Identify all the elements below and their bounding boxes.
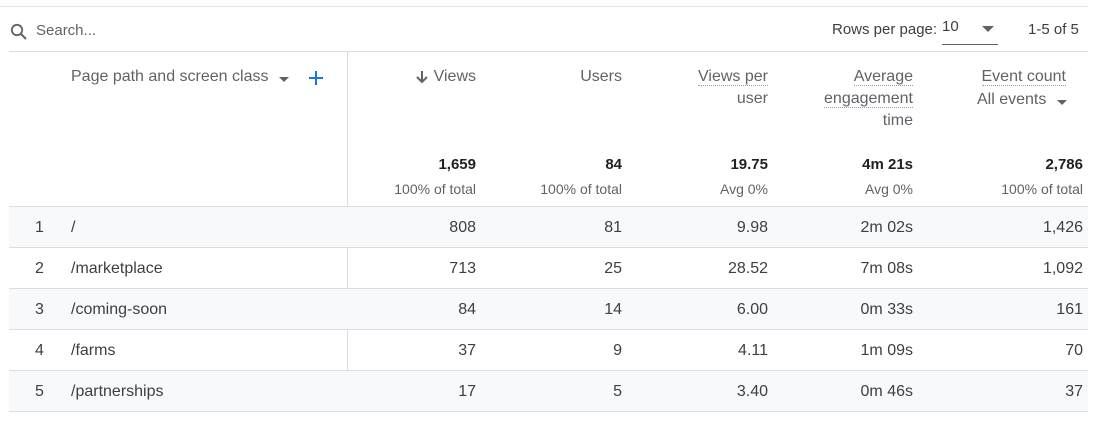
views-cell: 713 bbox=[449, 260, 476, 277]
engagement-column-header[interactable]: Average engagement time bbox=[789, 66, 913, 132]
views-per-user-cell: 6.00 bbox=[736, 301, 768, 318]
page-path: /partnerships bbox=[71, 383, 164, 400]
engagement-total-value: 4m 21s bbox=[862, 156, 913, 173]
table-row[interactable]: 1 / 808 81 9.98 2m 02s 1,426 bbox=[9, 207, 1088, 248]
users-column-header[interactable]: Users bbox=[522, 66, 622, 88]
views-per-user-cell: 28.52 bbox=[727, 260, 768, 277]
engagement-cell: 1m 09s bbox=[860, 342, 913, 359]
event-count-total-sub: 100% of total bbox=[1001, 181, 1083, 197]
views-per-user-header-line2: user bbox=[736, 90, 768, 107]
rows-per-page-select[interactable]: 10 bbox=[942, 17, 998, 45]
users-total: 84 100% of total bbox=[482, 156, 622, 197]
event-filter-value: All events bbox=[977, 91, 1047, 108]
rows-per-page-value: 10 bbox=[942, 18, 959, 35]
engagement-cell: 0m 33s bbox=[860, 301, 913, 318]
chevron-down-icon bbox=[1057, 100, 1067, 105]
search-icon bbox=[10, 23, 27, 40]
row-index: 3 bbox=[35, 301, 44, 318]
event-count-cell: 37 bbox=[1065, 383, 1083, 400]
chevron-down-icon bbox=[982, 26, 994, 32]
row-index: 2 bbox=[35, 260, 44, 277]
views-cell: 37 bbox=[458, 342, 476, 359]
users-cell: 25 bbox=[604, 260, 622, 277]
page-path: /marketplace bbox=[71, 260, 163, 277]
views-total: 1,659 100% of total bbox=[336, 156, 476, 197]
event-count-cell: 1,092 bbox=[1042, 260, 1083, 277]
engagement-header-line2: engagement bbox=[824, 90, 913, 108]
engagement-total-sub: Avg 0% bbox=[865, 181, 913, 197]
views-cell: 808 bbox=[449, 219, 476, 236]
event-filter-select[interactable]: All events bbox=[975, 90, 1075, 114]
views-total-sub: 100% of total bbox=[394, 181, 476, 197]
event-count-cell: 161 bbox=[1056, 301, 1083, 318]
engagement-cell: 2m 02s bbox=[860, 219, 913, 236]
engagement-header-line1: Average bbox=[853, 68, 913, 86]
table-row[interactable]: 3 /coming-soon 84 14 6.00 0m 33s 161 bbox=[9, 289, 1088, 330]
engagement-cell: 0m 46s bbox=[860, 383, 913, 400]
table-row[interactable]: 5 /partnerships 17 5 3.40 0m 46s 37 bbox=[9, 371, 1088, 412]
event-count-total: 2,786 100% of total bbox=[943, 156, 1083, 197]
users-cell: 81 bbox=[604, 219, 622, 236]
event-count-cell: 70 bbox=[1065, 342, 1083, 359]
views-per-user-cell: 9.98 bbox=[736, 219, 768, 236]
engagement-header-line3: time bbox=[882, 112, 913, 129]
page-path: /coming-soon bbox=[71, 301, 168, 318]
views-per-user-column-header[interactable]: Views per user bbox=[649, 66, 768, 110]
row-index: 4 bbox=[35, 342, 44, 359]
table-body: 1 / 808 81 9.98 2m 02s 1,426 2 /marketpl… bbox=[9, 207, 1088, 412]
row-index: 5 bbox=[35, 383, 44, 400]
views-cell: 17 bbox=[458, 383, 476, 400]
users-total-sub: 100% of total bbox=[540, 181, 622, 197]
page-path: / bbox=[71, 219, 76, 236]
engagement-total: 4m 21s Avg 0% bbox=[773, 156, 913, 197]
arrow-down-icon bbox=[415, 71, 428, 84]
users-cell: 14 bbox=[604, 301, 622, 318]
row-index: 1 bbox=[35, 219, 44, 236]
dimension-header[interactable]: Page path and screen class bbox=[71, 68, 269, 85]
table-header: Page path and screen class Views Users V… bbox=[9, 51, 1088, 412]
views-cell: 84 bbox=[458, 301, 476, 318]
users-header-label: Users bbox=[580, 68, 622, 85]
views-column-header[interactable]: Views bbox=[379, 66, 476, 88]
plus-icon[interactable] bbox=[306, 68, 326, 88]
dimension-dropdown-icon[interactable] bbox=[279, 77, 289, 82]
table-toolbar: Rows per page: 10 1-5 of 5 bbox=[0, 6, 1088, 52]
views-per-user-total-sub: Avg 0% bbox=[720, 181, 768, 197]
page-path: /farms bbox=[71, 342, 116, 359]
views-per-user-cell: 4.11 bbox=[738, 342, 768, 359]
views-per-user-header-line1: Views per bbox=[698, 68, 768, 86]
pagination-range: 1-5 of 5 bbox=[1028, 21, 1079, 38]
views-per-user-cell: 3.40 bbox=[736, 383, 768, 400]
views-per-user-total-value: 19.75 bbox=[730, 156, 768, 173]
views-per-user-total: 19.75 Avg 0% bbox=[628, 156, 768, 197]
search-input[interactable] bbox=[36, 17, 436, 43]
users-cell: 5 bbox=[613, 383, 622, 400]
event-count-cell: 1,426 bbox=[1042, 219, 1083, 236]
views-header-label: Views bbox=[433, 68, 476, 85]
users-cell: 9 bbox=[613, 342, 622, 359]
table-row[interactable]: 2 /marketplace 713 25 28.52 7m 08s 1,092 bbox=[9, 248, 1088, 289]
engagement-cell: 7m 08s bbox=[860, 260, 913, 277]
rows-per-page-label: Rows per page: bbox=[832, 21, 938, 38]
event-count-column-header[interactable]: Event count bbox=[949, 66, 1066, 88]
users-total-value: 84 bbox=[605, 156, 622, 173]
table-row[interactable]: 4 /farms 37 9 4.11 1m 09s 70 bbox=[9, 330, 1088, 371]
views-total-value: 1,659 bbox=[438, 156, 476, 173]
event-count-total-value: 2,786 bbox=[1045, 156, 1083, 173]
event-count-header-label: Event count bbox=[981, 68, 1066, 86]
